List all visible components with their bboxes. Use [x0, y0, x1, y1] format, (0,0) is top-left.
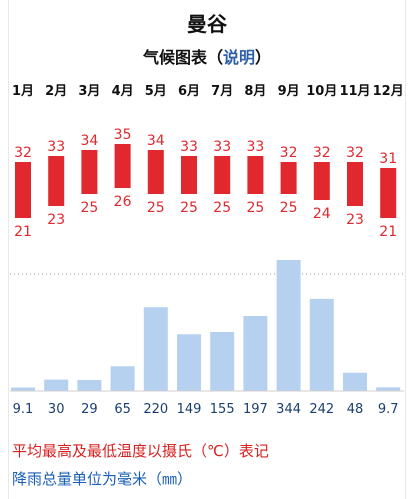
month-label: 12月 — [372, 84, 404, 99]
temperature-range-bar — [181, 156, 197, 194]
rainfall-bar — [210, 331, 235, 391]
high-temp-label: 35 — [114, 127, 132, 143]
subtitle-text: 气候图表 — [142, 48, 207, 67]
temperature-range-bar — [114, 144, 131, 188]
rainfall-bar — [276, 260, 301, 391]
rainfall-value-label: 30 — [48, 402, 65, 417]
rainfall-value-label: 9.1 — [13, 402, 34, 417]
rainfall-bar — [243, 315, 268, 391]
low-temp-label: 25 — [246, 200, 264, 216]
temperature-range-bar — [147, 150, 164, 194]
rainfall-bar — [177, 334, 201, 391]
temperature-range-bar — [15, 162, 31, 218]
high-temp-label: 32 — [280, 145, 298, 161]
low-temp-label: 23 — [346, 212, 364, 228]
temperature-range-bar — [380, 168, 397, 218]
low-temp-label: 21 — [14, 224, 32, 240]
rainfall-value-label: 29 — [81, 402, 98, 417]
high-temp-label: 33 — [213, 139, 231, 155]
temperature-unit-note: 平均最高及最低温度以摄氏（℃）表记 — [12, 442, 269, 460]
rainfall-value-label: 149 — [177, 402, 202, 417]
low-temp-label: 25 — [213, 200, 231, 216]
temperature-chart: 32 21 33 23 34 25 35 26 34 25 33 25 33 25 33 25 32 25 32 24… — [14, 127, 397, 240]
month-label: 4月 — [111, 84, 134, 99]
explanation-link[interactable]: 说明 — [223, 48, 256, 67]
low-temp-label: 25 — [180, 200, 198, 216]
rainfall-bar — [343, 372, 367, 391]
rainfall-bar — [376, 387, 401, 391]
rainfall-bar — [11, 387, 35, 391]
rainfall-value-label: 344 — [276, 402, 301, 417]
month-label: 1月 — [11, 84, 35, 99]
rainfall-value-label: 155 — [210, 402, 235, 417]
rainfall-chart: 9.1 30 29 65 220 149 155 197 344 242 48 9.7 — [10, 260, 404, 417]
month-label: 5月 — [144, 84, 167, 99]
high-temp-label: 33 — [246, 139, 264, 155]
low-temp-label: 25 — [80, 200, 98, 216]
temperature-range-bar — [48, 156, 65, 206]
low-temp-label: 21 — [379, 224, 397, 240]
month-label: 9月 — [277, 84, 300, 99]
rainfall-unit-note: 降雨总量单位为毫米（㎜） — [12, 470, 193, 488]
low-temp-label: 26 — [114, 194, 132, 210]
rainfall-value-label: 65 — [114, 402, 131, 417]
month-label: 3月 — [78, 84, 101, 99]
temperature-range-bar — [280, 162, 297, 194]
high-temp-label: 33 — [180, 139, 198, 155]
rainfall-bar — [77, 379, 102, 391]
month-label: 10月 — [306, 84, 338, 99]
rainfall-bar — [309, 298, 334, 391]
low-temp-label: 25 — [280, 200, 298, 216]
month-axis: 1月 2月 3月 4月 5月 6月 7月 8月 9月 10月 11月 12月 — [0, 80, 414, 100]
high-temp-label: 34 — [80, 133, 98, 149]
high-temp-label: 32 — [313, 145, 331, 161]
high-temp-label: 34 — [147, 133, 165, 149]
rainfall-bar — [110, 366, 135, 391]
rainfall-value-label: 9.7 — [378, 402, 399, 417]
temperature-range-bar — [81, 150, 98, 194]
rainfall-bar — [143, 307, 168, 391]
low-temp-label: 25 — [147, 200, 165, 216]
temperature-range-bar — [247, 156, 264, 194]
low-temp-label: 24 — [313, 206, 331, 222]
month-label: 8月 — [244, 84, 267, 99]
chart-frame — [8, 0, 406, 499]
high-temp-label: 31 — [379, 151, 397, 167]
month-label: 2月 — [45, 84, 68, 99]
rainfall-bar — [44, 379, 69, 391]
month-label: 7月 — [211, 84, 234, 99]
subtitle-open-paren: （ — [206, 48, 223, 67]
rainfall-value-label: 242 — [309, 402, 334, 417]
high-temp-label: 33 — [47, 139, 65, 155]
rainfall-value-label: 48 — [347, 402, 364, 417]
rainfall-value-label: 197 — [243, 402, 268, 417]
temperature-range-bar — [347, 162, 363, 206]
high-temp-label: 32 — [346, 145, 364, 161]
subtitle-close-paren: ） — [255, 48, 272, 67]
month-label: 11月 — [339, 84, 371, 99]
chart-subtitle: 气候图表（说明） — [0, 44, 414, 68]
rainfall-value-label: 220 — [143, 402, 168, 417]
low-temp-label: 23 — [47, 212, 65, 228]
high-temp-label: 32 — [14, 145, 32, 161]
page-title: 曼谷 — [187, 12, 227, 36]
temperature-range-bar — [313, 162, 330, 200]
temperature-range-bar — [214, 156, 231, 194]
month-label: 6月 — [177, 84, 201, 99]
